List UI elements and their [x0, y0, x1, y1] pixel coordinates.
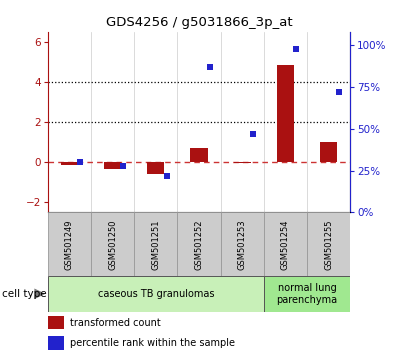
Text: GSM501253: GSM501253 — [238, 219, 247, 270]
Point — [250, 131, 256, 137]
Point — [164, 173, 170, 178]
Bar — [61, 162, 78, 165]
Bar — [264, 276, 350, 312]
Bar — [91, 212, 134, 276]
Bar — [48, 276, 264, 312]
Point — [207, 64, 213, 70]
Text: transformed count: transformed count — [70, 318, 161, 327]
Text: GSM501252: GSM501252 — [195, 219, 203, 269]
Bar — [234, 162, 251, 163]
Bar — [178, 212, 220, 276]
Text: percentile rank within the sample: percentile rank within the sample — [70, 338, 236, 348]
Text: GSM501255: GSM501255 — [324, 219, 333, 269]
Text: GSM501249: GSM501249 — [65, 219, 74, 269]
Point — [120, 163, 127, 169]
Bar — [48, 316, 64, 329]
Point — [77, 159, 83, 165]
Text: cell type: cell type — [2, 289, 47, 299]
Bar — [307, 212, 350, 276]
Text: GSM501251: GSM501251 — [151, 219, 160, 269]
Bar — [264, 212, 307, 276]
Bar — [104, 162, 121, 169]
Bar — [320, 142, 337, 162]
Bar — [48, 212, 91, 276]
Polygon shape — [34, 289, 45, 299]
Text: caseous TB granulomas: caseous TB granulomas — [98, 289, 214, 299]
Point — [293, 46, 299, 51]
Bar — [190, 148, 208, 162]
Bar — [277, 65, 294, 162]
Text: normal lung
parenchyma: normal lung parenchyma — [277, 283, 338, 305]
Point — [336, 89, 343, 95]
Bar — [147, 162, 164, 174]
Bar — [134, 212, 178, 276]
Bar — [48, 336, 64, 350]
Text: GSM501254: GSM501254 — [281, 219, 290, 269]
Title: GDS4256 / g5031866_3p_at: GDS4256 / g5031866_3p_at — [106, 16, 292, 29]
Text: GSM501250: GSM501250 — [108, 219, 117, 269]
Bar — [220, 212, 264, 276]
